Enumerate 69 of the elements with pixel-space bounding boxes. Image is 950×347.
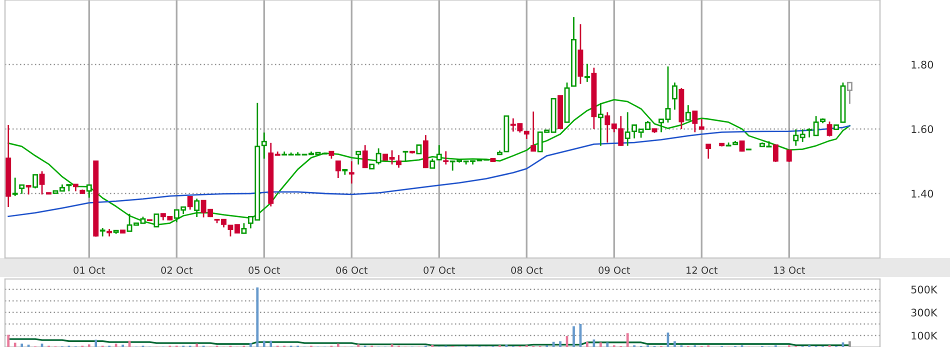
y-tick-label: 1.80 xyxy=(912,60,934,69)
candlestick xyxy=(436,144,442,160)
y-tick-label: 100K xyxy=(912,332,938,340)
bar xyxy=(674,341,676,347)
candlestick xyxy=(430,158,436,169)
candlestick xyxy=(598,102,604,146)
candlestick xyxy=(826,120,832,138)
bar xyxy=(196,344,198,347)
candlestick xyxy=(786,150,792,163)
candlestick xyxy=(672,82,678,110)
y-tick-label: 500K xyxy=(911,286,938,294)
y-tick-label: 300K xyxy=(911,308,938,317)
y-tick-label: 1.40 xyxy=(912,190,934,198)
x-tick-label: 06 Oct xyxy=(336,266,368,274)
bar xyxy=(94,340,98,347)
bar xyxy=(114,344,118,347)
candlestick xyxy=(12,177,18,197)
bar xyxy=(559,341,562,347)
candlestick xyxy=(335,160,341,179)
bar xyxy=(336,344,340,347)
bar xyxy=(20,344,24,347)
bar xyxy=(249,343,252,347)
candlestick xyxy=(154,213,160,228)
candlestick xyxy=(362,144,368,168)
bar xyxy=(572,326,575,347)
candlestick xyxy=(396,154,402,168)
candlestick xyxy=(530,110,536,152)
y-tick-label: 1.60 xyxy=(912,125,934,134)
x-tick-label: 13 Oct xyxy=(774,266,806,274)
candlestick xyxy=(39,170,45,196)
candlestick xyxy=(402,150,408,162)
candlestick xyxy=(443,150,449,166)
candlestick xyxy=(584,63,590,83)
candlestick xyxy=(376,148,382,166)
candlestick xyxy=(241,222,247,234)
x-tick-label: 12 Oct xyxy=(686,266,718,274)
bar xyxy=(256,287,259,347)
candlestick xyxy=(187,195,193,210)
bar xyxy=(88,344,90,347)
bar xyxy=(40,344,44,347)
candlestick xyxy=(32,174,38,190)
candlestick xyxy=(26,184,32,196)
bar xyxy=(270,340,272,347)
line-series xyxy=(8,338,851,346)
candlestick xyxy=(194,198,200,218)
bar xyxy=(606,342,609,347)
candlestick xyxy=(348,160,354,184)
x-tick-label: 01 Oct xyxy=(74,266,106,274)
candlestick xyxy=(698,118,704,130)
bar xyxy=(586,342,588,347)
line-series xyxy=(8,98,850,226)
candlestick xyxy=(706,144,712,160)
x-tick-label: 05 Oct xyxy=(248,266,280,274)
bar xyxy=(357,344,360,347)
x-tick-label: 07 Oct xyxy=(424,266,456,274)
x-tick-label: 09 Oct xyxy=(598,266,630,274)
candlestick xyxy=(356,150,362,166)
candlestick xyxy=(692,110,698,133)
bar xyxy=(848,341,851,347)
x-tick-label: 02 Oct xyxy=(161,266,193,274)
candlestick xyxy=(685,104,691,121)
bar xyxy=(626,333,629,347)
candlestick xyxy=(86,184,92,198)
candlestick xyxy=(772,144,778,163)
bar xyxy=(599,342,602,347)
bar xyxy=(7,334,10,347)
bar xyxy=(14,342,16,347)
bar xyxy=(262,340,266,347)
x-tick-label: 08 Oct xyxy=(511,266,543,274)
